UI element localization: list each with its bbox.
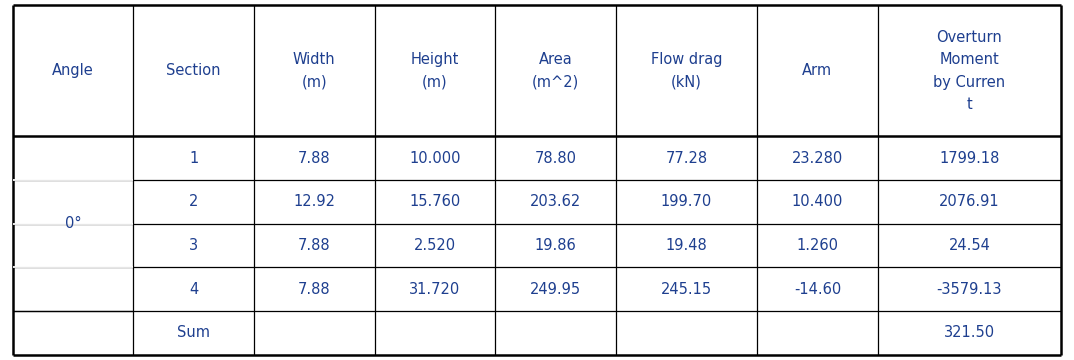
Text: -3579.13: -3579.13	[937, 282, 1002, 297]
Text: Angle: Angle	[53, 63, 95, 78]
Text: 31.720: 31.720	[409, 282, 461, 297]
Text: Flow drag: Flow drag	[651, 52, 722, 67]
Text: 12.92: 12.92	[293, 194, 335, 209]
Text: 15.760: 15.760	[409, 194, 461, 209]
Text: 0°: 0°	[64, 216, 82, 231]
Text: 24.54: 24.54	[948, 238, 990, 253]
Text: Arm: Arm	[802, 63, 832, 78]
Text: by Curren: by Curren	[933, 75, 1005, 90]
Text: 1799.18: 1799.18	[939, 151, 1000, 166]
Text: 10.000: 10.000	[409, 151, 461, 166]
Text: 2.520: 2.520	[413, 238, 455, 253]
Text: (m): (m)	[422, 75, 448, 90]
Text: 78.80: 78.80	[535, 151, 577, 166]
Text: 10.400: 10.400	[792, 194, 843, 209]
Text: 77.28: 77.28	[665, 151, 708, 166]
Text: 321.50: 321.50	[944, 325, 995, 340]
Text: Moment: Moment	[940, 52, 999, 67]
Text: 7.88: 7.88	[297, 282, 331, 297]
Text: 7.88: 7.88	[297, 151, 331, 166]
Text: (m^2): (m^2)	[532, 75, 579, 90]
Text: (kN): (kN)	[671, 75, 701, 90]
Text: Width: Width	[293, 52, 335, 67]
Text: 4: 4	[189, 282, 199, 297]
Text: -14.60: -14.60	[794, 282, 841, 297]
Text: 23.280: 23.280	[792, 151, 843, 166]
Text: Overturn: Overturn	[937, 30, 1002, 45]
Text: Area: Area	[538, 52, 572, 67]
Text: 19.48: 19.48	[666, 238, 708, 253]
Text: 2076.91: 2076.91	[939, 194, 1000, 209]
Text: 199.70: 199.70	[661, 194, 712, 209]
Text: 7.88: 7.88	[297, 238, 331, 253]
Text: 3: 3	[189, 238, 199, 253]
Text: 19.86: 19.86	[535, 238, 577, 253]
Text: 1.260: 1.260	[797, 238, 839, 253]
Text: Height: Height	[410, 52, 459, 67]
Text: 1: 1	[189, 151, 199, 166]
Text: Sum: Sum	[177, 325, 211, 340]
Text: 249.95: 249.95	[529, 282, 581, 297]
Text: Section: Section	[166, 63, 221, 78]
Text: 2: 2	[189, 194, 199, 209]
Text: 245.15: 245.15	[661, 282, 712, 297]
Text: t: t	[967, 97, 972, 112]
Text: 203.62: 203.62	[529, 194, 581, 209]
Text: (m): (m)	[302, 75, 328, 90]
